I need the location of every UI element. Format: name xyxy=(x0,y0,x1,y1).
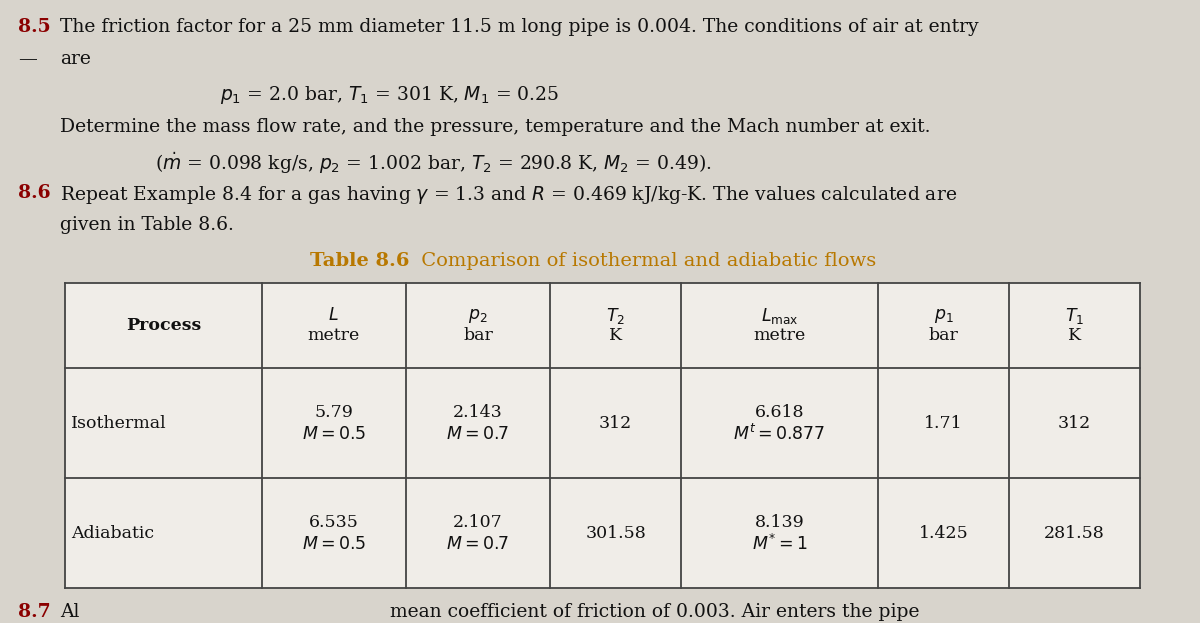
Text: 2.143: 2.143 xyxy=(454,404,503,421)
Text: Process: Process xyxy=(126,317,200,334)
Text: 1.425: 1.425 xyxy=(918,525,968,541)
Text: K: K xyxy=(610,327,622,344)
Text: —: — xyxy=(18,50,37,68)
Bar xyxy=(682,283,878,368)
Text: 2.107: 2.107 xyxy=(454,513,503,531)
Text: 8.139: 8.139 xyxy=(755,513,804,531)
Text: 312: 312 xyxy=(599,415,632,432)
Text: bar: bar xyxy=(929,327,959,344)
Text: mean coefficient of friction of 0.003. Air enters the pipe: mean coefficient of friction of 0.003. A… xyxy=(390,603,919,621)
Bar xyxy=(878,368,1009,478)
Text: $M^{t}=0.877$: $M^{t}=0.877$ xyxy=(733,424,826,444)
Bar xyxy=(1009,368,1140,478)
Text: Table 8.6: Table 8.6 xyxy=(310,252,409,270)
Text: $L$: $L$ xyxy=(329,307,340,324)
Text: The friction factor for a 25 mm diameter 11.5 m long pipe is 0.004. The conditio: The friction factor for a 25 mm diameter… xyxy=(60,18,979,36)
Bar xyxy=(682,368,878,478)
Text: $M^{*}=1$: $M^{*}=1$ xyxy=(751,534,808,554)
Text: 6.535: 6.535 xyxy=(308,513,359,531)
Text: metre: metre xyxy=(754,327,805,344)
Bar xyxy=(406,478,550,588)
Bar xyxy=(550,283,682,368)
Text: $M=0.5$: $M=0.5$ xyxy=(301,426,366,443)
Text: $p_1$ = 2.0 bar, $T_1$ = 301 K, $M_1$ = 0.25: $p_1$ = 2.0 bar, $T_1$ = 301 K, $M_1$ = … xyxy=(220,84,558,106)
Text: 5.79: 5.79 xyxy=(314,404,353,421)
Text: $L_{\mathrm{max}}$: $L_{\mathrm{max}}$ xyxy=(761,306,798,326)
Bar xyxy=(878,478,1009,588)
Text: Comparison of isothermal and adiabatic flows: Comparison of isothermal and adiabatic f… xyxy=(415,252,876,270)
Text: Adiabatic: Adiabatic xyxy=(71,525,154,541)
Bar xyxy=(65,368,262,478)
Text: $T_2$: $T_2$ xyxy=(606,306,625,326)
Text: ($\dot{m}$ = 0.098 kg/s, $p_2$ = 1.002 bar, $T_2$ = 290.8 K, $M_2$ = 0.49).: ($\dot{m}$ = 0.098 kg/s, $p_2$ = 1.002 b… xyxy=(155,150,712,176)
Bar xyxy=(262,283,406,368)
Text: 281.58: 281.58 xyxy=(1044,525,1105,541)
Bar xyxy=(878,283,1009,368)
Bar xyxy=(1009,283,1140,368)
Text: are: are xyxy=(60,50,91,68)
Text: 8.6: 8.6 xyxy=(18,184,50,202)
Text: 301.58: 301.58 xyxy=(586,525,646,541)
Bar xyxy=(406,368,550,478)
Text: given in Table 8.6.: given in Table 8.6. xyxy=(60,216,234,234)
Bar xyxy=(406,283,550,368)
Bar xyxy=(262,368,406,478)
Text: $M=0.5$: $M=0.5$ xyxy=(301,536,366,553)
Text: $T_1$: $T_1$ xyxy=(1064,306,1084,326)
Bar xyxy=(550,368,682,478)
Bar xyxy=(1009,478,1140,588)
Text: Determine the mass flow rate, and the pressure, temperature and the Mach number : Determine the mass flow rate, and the pr… xyxy=(60,118,930,136)
Text: $p_1$: $p_1$ xyxy=(934,307,953,325)
Text: Repeat Example 8.4 for a gas having $\gamma$ = 1.3 and $R$ = 0.469 kJ/kg-K. The : Repeat Example 8.4 for a gas having $\ga… xyxy=(60,184,958,206)
Text: 312: 312 xyxy=(1058,415,1091,432)
Text: Al: Al xyxy=(60,603,79,621)
Bar xyxy=(682,478,878,588)
Bar xyxy=(65,478,262,588)
Text: $M=0.7$: $M=0.7$ xyxy=(446,536,510,553)
Bar xyxy=(262,478,406,588)
Text: 8.7: 8.7 xyxy=(18,603,50,621)
Text: Isothermal: Isothermal xyxy=(71,415,167,432)
Bar xyxy=(550,478,682,588)
Text: $M=0.7$: $M=0.7$ xyxy=(446,426,510,443)
Text: $p_2$: $p_2$ xyxy=(468,307,487,325)
Text: K: K xyxy=(1068,327,1081,344)
Bar xyxy=(65,283,262,368)
Text: bar: bar xyxy=(463,327,493,344)
Text: 6.618: 6.618 xyxy=(755,404,804,421)
Text: metre: metre xyxy=(307,327,360,344)
Text: 1.71: 1.71 xyxy=(924,415,962,432)
Text: 8.5: 8.5 xyxy=(18,18,50,36)
